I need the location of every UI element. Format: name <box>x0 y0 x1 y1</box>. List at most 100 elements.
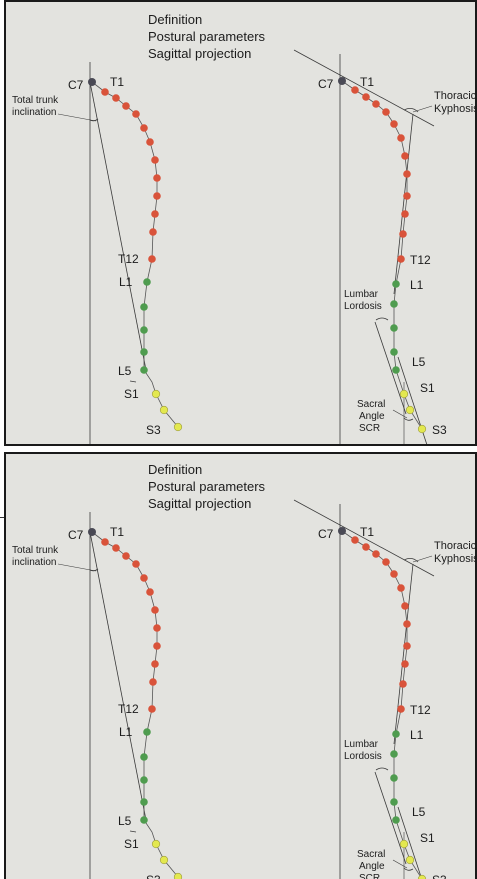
vertebra-t5-left <box>140 574 148 582</box>
vertebra-t2-right <box>362 93 370 101</box>
vertebra-c7-left <box>88 528 96 536</box>
vertebra-l2-right <box>390 750 398 758</box>
sacral-line <box>397 806 423 879</box>
vertebra-l2-left <box>140 303 148 311</box>
label-kyphosis-1: Thoracic <box>434 90 477 102</box>
vertebra-t12-left <box>148 255 156 263</box>
label-s3-right: S3 <box>432 423 447 437</box>
kyphosis-arc <box>403 558 419 563</box>
vertebra-s1-left <box>151 389 161 399</box>
title-line-3: Sagittal projection <box>148 496 251 511</box>
spine-diagram: Definition Postural parameters Sagittal … <box>12 462 477 879</box>
vertebra-t11-left <box>149 678 157 686</box>
vertebra-t7-left <box>151 156 159 164</box>
title-line-2: Postural parameters <box>148 479 266 494</box>
label-s1-left: S1 <box>124 837 139 851</box>
vertebra-t8-right <box>403 170 411 178</box>
vertebra-s3-left <box>173 422 183 432</box>
trunk-inclination-line <box>89 81 147 371</box>
lordosis-tangent <box>374 771 407 865</box>
label-l1-right: L1 <box>410 278 424 292</box>
vertebra-t3-right <box>372 550 380 558</box>
vertebra-s1-right <box>399 389 409 399</box>
vertebra-t2-right <box>362 543 370 551</box>
l5-tick-left <box>129 380 137 383</box>
vertebra-s3-right <box>417 874 427 879</box>
title-line-2: Postural parameters <box>148 29 266 44</box>
kyphosis-upper-tangent <box>293 49 435 127</box>
label-s3-left: S3 <box>146 423 161 437</box>
vertebra-c7-right <box>338 77 346 85</box>
vertebra-t11-right <box>399 680 407 688</box>
label-l5-right: L5 <box>412 355 426 369</box>
vertebra-l2-right <box>390 300 398 308</box>
vertebra-t8-left <box>153 174 161 182</box>
vertebra-s3-left <box>173 872 183 879</box>
vertebra-s1-left <box>151 839 161 849</box>
vertebra-s2-left <box>159 855 169 865</box>
label-l1-right: L1 <box>410 728 424 742</box>
kyphosis-arc <box>403 108 419 113</box>
spine-diagram: Definition Postural parameters Sagittal … <box>12 12 477 444</box>
kyphosis-leader <box>412 105 433 113</box>
vertebra-t9-left <box>153 192 161 200</box>
vertebra-s2-right <box>405 405 415 415</box>
vertebra-t1-right <box>351 536 359 544</box>
label-t1-left: T1 <box>110 525 124 539</box>
sacral-leader <box>392 859 408 869</box>
label-t1-left: T1 <box>110 75 124 89</box>
title-line-3: Sagittal projection <box>148 46 251 61</box>
trunk-inclination-leader <box>57 563 97 572</box>
sacral-arc <box>403 417 414 421</box>
vertebra-l4-left <box>140 798 148 806</box>
vertebra-s2-right <box>405 855 415 865</box>
trunk-inclination-leader <box>57 113 97 122</box>
vertebra-t9-right <box>403 192 411 200</box>
trunk-inclination-line <box>89 531 147 821</box>
vertebra-t10-left <box>151 210 159 218</box>
label-sacral-1: Sacral <box>357 399 385 410</box>
vertebra-l5-right <box>392 816 400 824</box>
label-s1-right: S1 <box>420 831 435 845</box>
vertebra-t7-left <box>151 606 159 614</box>
vertebra-t10-right <box>401 660 409 668</box>
title-line-1: Definition <box>148 462 202 477</box>
kyphosis-upper-tangent <box>293 499 435 577</box>
vertebra-t4-left <box>132 110 140 118</box>
vertebra-l3-right <box>390 774 398 782</box>
vertebra-l3-right <box>390 324 398 332</box>
kyphosis-lower-tangent <box>393 563 414 745</box>
label-s1-right: S1 <box>420 381 435 395</box>
vertebra-t5-right <box>390 120 398 128</box>
vertebra-t10-right <box>401 210 409 218</box>
lordosis-arc <box>375 767 389 771</box>
label-c7-left: C7 <box>68 78 84 92</box>
vertebra-l1-left <box>143 728 151 736</box>
vertebra-s2-left <box>159 405 169 415</box>
label-sacral-2: Angle <box>359 411 385 422</box>
label-c7-right: C7 <box>318 77 334 91</box>
vertebra-l2-left <box>140 753 148 761</box>
spine-curve-left <box>91 531 179 878</box>
label-kyphosis-2: Kyphosis <box>434 553 477 565</box>
label-c7-right: C7 <box>318 527 334 541</box>
label-lordosis-1: Lumbar <box>344 739 379 750</box>
vertebra-t12-right <box>397 705 405 713</box>
vertebra-t3-left <box>122 102 130 110</box>
label-kyphosis-1: Thoracic <box>434 540 477 552</box>
label-kyphosis-2: Kyphosis <box>434 103 477 115</box>
label-trunk-inclination-1: Total trunk <box>12 545 59 556</box>
vertebra-l5-left <box>140 366 148 374</box>
label-t12-right: T12 <box>410 703 431 717</box>
label-l1-left: L1 <box>119 725 133 739</box>
label-lordosis-1: Lumbar <box>344 289 379 300</box>
label-sacral-3: SCR <box>359 873 380 879</box>
vertebra-t12-right <box>397 255 405 263</box>
label-s3-right: S3 <box>432 873 447 879</box>
lordosis-tangent <box>374 321 407 415</box>
label-s1-left: S1 <box>124 387 139 401</box>
vertebra-t1-left <box>101 88 109 96</box>
vertebra-t9-left <box>153 642 161 650</box>
vertebra-t3-right <box>372 100 380 108</box>
label-t1-right: T1 <box>360 525 374 539</box>
